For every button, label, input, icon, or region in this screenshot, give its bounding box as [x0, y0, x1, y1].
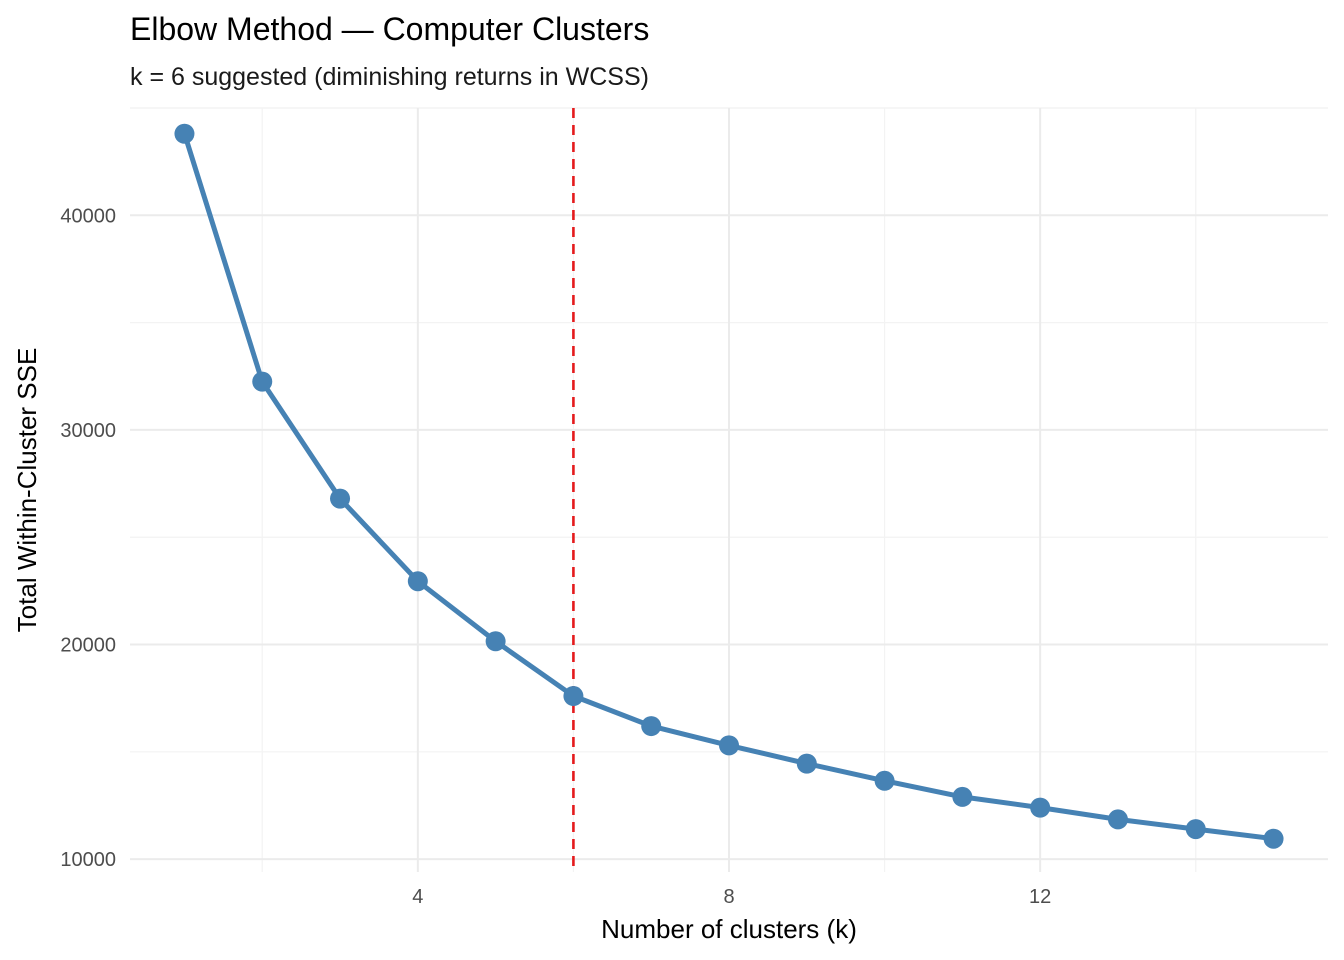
data-point: [1107, 809, 1128, 830]
data-point: [641, 716, 662, 737]
y-tick-labels: 10000 20000 30000 40000: [60, 205, 116, 871]
points-layer: [174, 123, 1284, 849]
chart-title: Elbow Method — Computer Clusters: [130, 11, 649, 47]
data-point: [1030, 797, 1051, 818]
major-gridlines: [130, 108, 1328, 872]
data-point: [330, 488, 351, 509]
data-point: [719, 735, 739, 756]
data-point: [952, 786, 973, 807]
x-tick-label: 8: [723, 886, 734, 908]
y-tick-label: 30000: [60, 420, 116, 442]
x-axis-title: Number of clusters (k): [601, 914, 857, 944]
data-point: [563, 686, 584, 707]
data-point: [796, 753, 817, 774]
y-tick-label: 40000: [60, 205, 116, 227]
data-point: [1263, 828, 1284, 849]
data-point: [407, 571, 428, 592]
y-tick-label: 20000: [60, 635, 116, 657]
x-tick-label: 4: [412, 886, 423, 908]
data-point: [252, 371, 273, 392]
data-point: [874, 770, 895, 791]
chart-subtitle: k = 6 suggested (diminishing returns in …: [130, 63, 649, 91]
data-point: [1185, 819, 1206, 840]
y-axis-title: Total Within-Cluster SSE: [12, 348, 42, 633]
x-tick-labels: 4 8 12: [412, 886, 1051, 908]
data-point: [485, 631, 506, 652]
data-point: [174, 123, 195, 144]
y-tick-label: 10000: [60, 849, 116, 871]
x-tick-label: 12: [1029, 886, 1051, 908]
